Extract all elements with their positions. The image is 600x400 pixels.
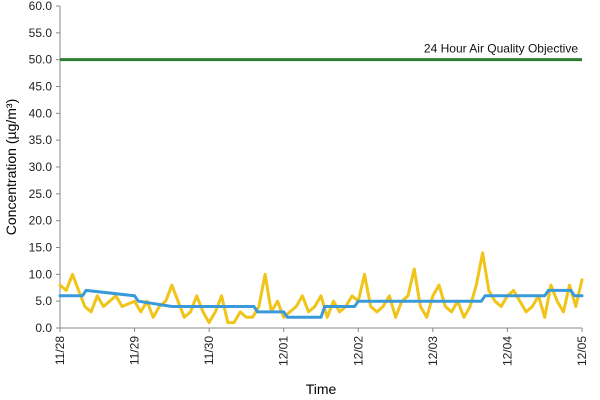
series-group [58, 251, 584, 325]
x-tick-label: 12/02 [351, 336, 365, 366]
x-axis: 11/28 11/29 11/30 12/01 12/02 12/03 12/04 12/05 [53, 327, 589, 366]
reference-line-group: 24 Hour Air Quality Objective [60, 42, 582, 62]
y-tick-label: 10.0 [29, 267, 53, 281]
x-tick-label: 12/03 [426, 336, 440, 366]
y-tick-label: 60.0 [29, 0, 53, 13]
y-tick-label: 40.0 [29, 106, 53, 120]
x-axis-title: Time [306, 381, 337, 397]
y-tick-label: 0.0 [35, 321, 52, 335]
y-tick-label: 50.0 [29, 53, 53, 67]
y-tick-label: 25.0 [29, 187, 53, 201]
x-tick-label: 12/01 [277, 336, 291, 366]
air-quality-objective-label: 24 Hour Air Quality Objective [424, 42, 578, 56]
y-tick-label: 35.0 [29, 133, 53, 147]
y-axis: 0.0 5.0 10.0 15.0 20.0 25.0 30.0 35.0 40.0 45.0 50… [29, 0, 61, 335]
y-tick-label: 5.0 [35, 294, 52, 308]
x-tick-label: 12/04 [500, 336, 514, 366]
y-tick-label: 45.0 [29, 80, 53, 94]
y-tick-label: 55.0 [29, 26, 53, 40]
y-tick-label: 30.0 [29, 160, 53, 174]
x-tick-label: 11/28 [53, 336, 67, 365]
x-tick-label: 11/29 [128, 336, 142, 365]
x-tick-label: 11/30 [202, 336, 216, 365]
x-tick-label: 12/05 [575, 336, 589, 366]
y-tick-label: 20.0 [29, 214, 53, 228]
series-line-2 [58, 288, 584, 319]
y-axis-title: Concentration (µg/m³) [3, 99, 19, 235]
series-line-1 [58, 251, 584, 325]
y-tick-label: 15.0 [29, 241, 53, 255]
